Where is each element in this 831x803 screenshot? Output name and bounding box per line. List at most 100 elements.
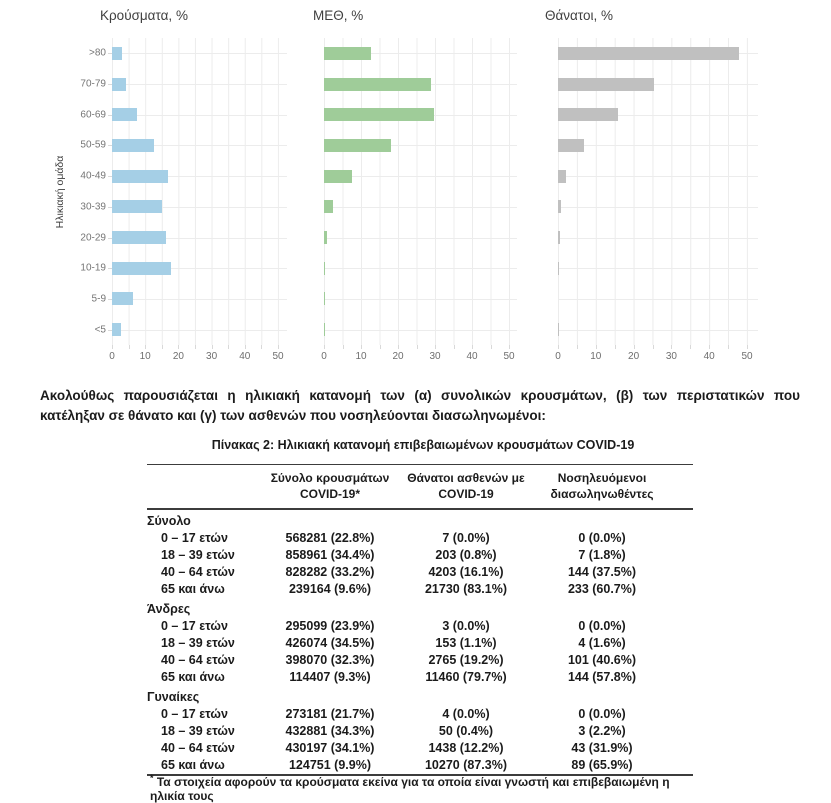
table-row: 65 και άνω 124751 (9.9%) 10270 (87.3%) 89 (… bbox=[147, 757, 693, 775]
x-tick-mark bbox=[690, 345, 692, 349]
header-deaths: Θάνατοι ασθενών με COVID-19 bbox=[405, 464, 527, 511]
value-cell: 0 (0.0%) bbox=[578, 619, 626, 634]
x-tick-mark bbox=[435, 345, 436, 349]
table-row: 40 – 64 ετών 430197 (34.1%) 1438 (12.2%) 43… bbox=[147, 740, 693, 757]
header-filler bbox=[677, 464, 693, 511]
bar-10-19 bbox=[324, 261, 326, 275]
table-header-row: Σύνολο κρουσμάτων COVID-19* Θάνατοι ασθε… bbox=[147, 464, 693, 511]
x-tick-mark bbox=[145, 345, 147, 349]
section-label: Άνδρες bbox=[147, 602, 191, 617]
x-tick-label: 0 bbox=[555, 351, 561, 362]
x-tick-mark bbox=[652, 345, 654, 349]
age-range-cell: 18 – 39 ετών bbox=[161, 548, 235, 563]
bar-20-29 bbox=[558, 231, 560, 244]
bar-40-49 bbox=[324, 169, 352, 183]
x-tick-label: 40 bbox=[703, 351, 715, 362]
age-group-label: 10-19 bbox=[80, 262, 106, 274]
age-range-cell: 65 και άνω bbox=[161, 670, 225, 685]
x-tick-mark bbox=[509, 345, 510, 349]
bar-70-79 bbox=[324, 77, 432, 91]
age-group-label: 40-49 bbox=[80, 170, 106, 182]
bar-<5 bbox=[324, 323, 325, 337]
value-cell: 273181 (21.7%) bbox=[285, 707, 375, 722]
bar-50-59 bbox=[324, 138, 391, 152]
value-cell: 2765 (19.2%) bbox=[428, 653, 504, 668]
x-tick-mark bbox=[416, 345, 418, 349]
x-tick-label: 0 bbox=[321, 351, 327, 362]
chart-title-cases: Κρούσματα, % bbox=[100, 8, 188, 23]
gridline bbox=[112, 84, 287, 85]
y-tick-mark bbox=[108, 114, 112, 116]
y-tick-mark bbox=[108, 299, 112, 300]
x-tick-mark bbox=[633, 345, 635, 349]
x-tick-mark bbox=[595, 345, 597, 349]
x-tick-mark bbox=[278, 345, 279, 349]
footnote-text: Τα στοιχεία αφορούν τα κρούσματα εκείνα … bbox=[150, 775, 670, 803]
value-cell: 3 (0.0%) bbox=[442, 619, 490, 634]
bar-<5 bbox=[558, 323, 559, 337]
value-cell: 114407 (9.3%) bbox=[289, 670, 371, 685]
bar-5-9 bbox=[324, 292, 325, 306]
age-group-label: 5-9 bbox=[91, 293, 106, 305]
age-group-label: 70-79 bbox=[80, 78, 106, 90]
x-tick-label: 40 bbox=[239, 351, 251, 362]
gridline bbox=[324, 298, 517, 300]
age-range-cell: 65 και άνω bbox=[161, 758, 225, 773]
header-empty bbox=[147, 464, 255, 511]
x-tick-mark bbox=[558, 345, 559, 349]
gridline bbox=[112, 53, 287, 55]
x-tick-label: 30 bbox=[665, 351, 677, 362]
bar-70-79 bbox=[112, 77, 126, 91]
value-cell: 1438 (12.2%) bbox=[428, 741, 504, 756]
gridline bbox=[324, 329, 517, 331]
x-tick-mark bbox=[671, 345, 673, 349]
age-range-cell: 40 – 64 ετών bbox=[161, 653, 235, 668]
bar-40-49 bbox=[558, 169, 566, 183]
gridline bbox=[558, 298, 758, 300]
bar-60-69 bbox=[324, 108, 435, 122]
bar-5-9 bbox=[112, 292, 133, 306]
gridline bbox=[112, 268, 287, 270]
x-tick-mark bbox=[379, 345, 381, 349]
gridline bbox=[558, 237, 758, 239]
age-range-cell: 65 και άνω bbox=[161, 582, 225, 597]
value-cell: 50 (0.4%) bbox=[438, 724, 494, 739]
x-tick-mark bbox=[178, 345, 180, 349]
value-cell: 144 (37.5%) bbox=[567, 565, 637, 580]
gridline bbox=[112, 114, 287, 116]
x-tick-mark bbox=[614, 345, 616, 349]
x-tick-label: 0 bbox=[109, 351, 115, 362]
age-group-label: 30-39 bbox=[80, 201, 106, 213]
x-tick-mark bbox=[398, 345, 399, 349]
filler-cell bbox=[677, 635, 693, 652]
value-cell: 828282 (33.2%) bbox=[285, 565, 375, 580]
gridline bbox=[112, 176, 287, 178]
gridline bbox=[112, 237, 287, 239]
x-tick-label: 20 bbox=[628, 351, 640, 362]
filler-cell bbox=[677, 564, 693, 581]
value-cell: 4 (1.6%) bbox=[578, 636, 626, 651]
value-cell: 426074 (34.5%) bbox=[285, 636, 375, 651]
table-row: 0 – 17 ετών 568281 (22.8%) 7 (0.0%) 0 (0.0%… bbox=[147, 530, 693, 547]
value-cell: 7 (0.0%) bbox=[442, 531, 490, 546]
table-row: 40 – 64 ετών 398070 (32.3%) 2765 (19.2%) 10… bbox=[147, 652, 693, 669]
y-tick-mark bbox=[108, 53, 112, 55]
chart-panel-1 bbox=[112, 38, 287, 345]
y-tick-mark bbox=[108, 329, 112, 331]
age-group-label: >80 bbox=[89, 47, 106, 59]
age-group-label: <5 bbox=[94, 324, 106, 336]
bar-40-49 bbox=[112, 169, 169, 183]
value-cell: 295099 (23.9%) bbox=[285, 619, 375, 634]
value-cell: 10270 (87.3%) bbox=[424, 758, 507, 773]
gridline bbox=[558, 206, 758, 208]
x-tick-mark bbox=[490, 345, 492, 349]
x-tick-mark bbox=[453, 345, 455, 349]
x-tick-mark bbox=[747, 345, 748, 349]
gridline bbox=[112, 329, 287, 331]
bar->80 bbox=[112, 46, 122, 60]
age-group-label: 20-29 bbox=[80, 232, 106, 243]
bar-20-29 bbox=[324, 231, 327, 244]
y-tick-mark bbox=[108, 237, 112, 239]
bar-50-59 bbox=[558, 138, 585, 152]
x-tick-label: 50 bbox=[503, 351, 515, 362]
